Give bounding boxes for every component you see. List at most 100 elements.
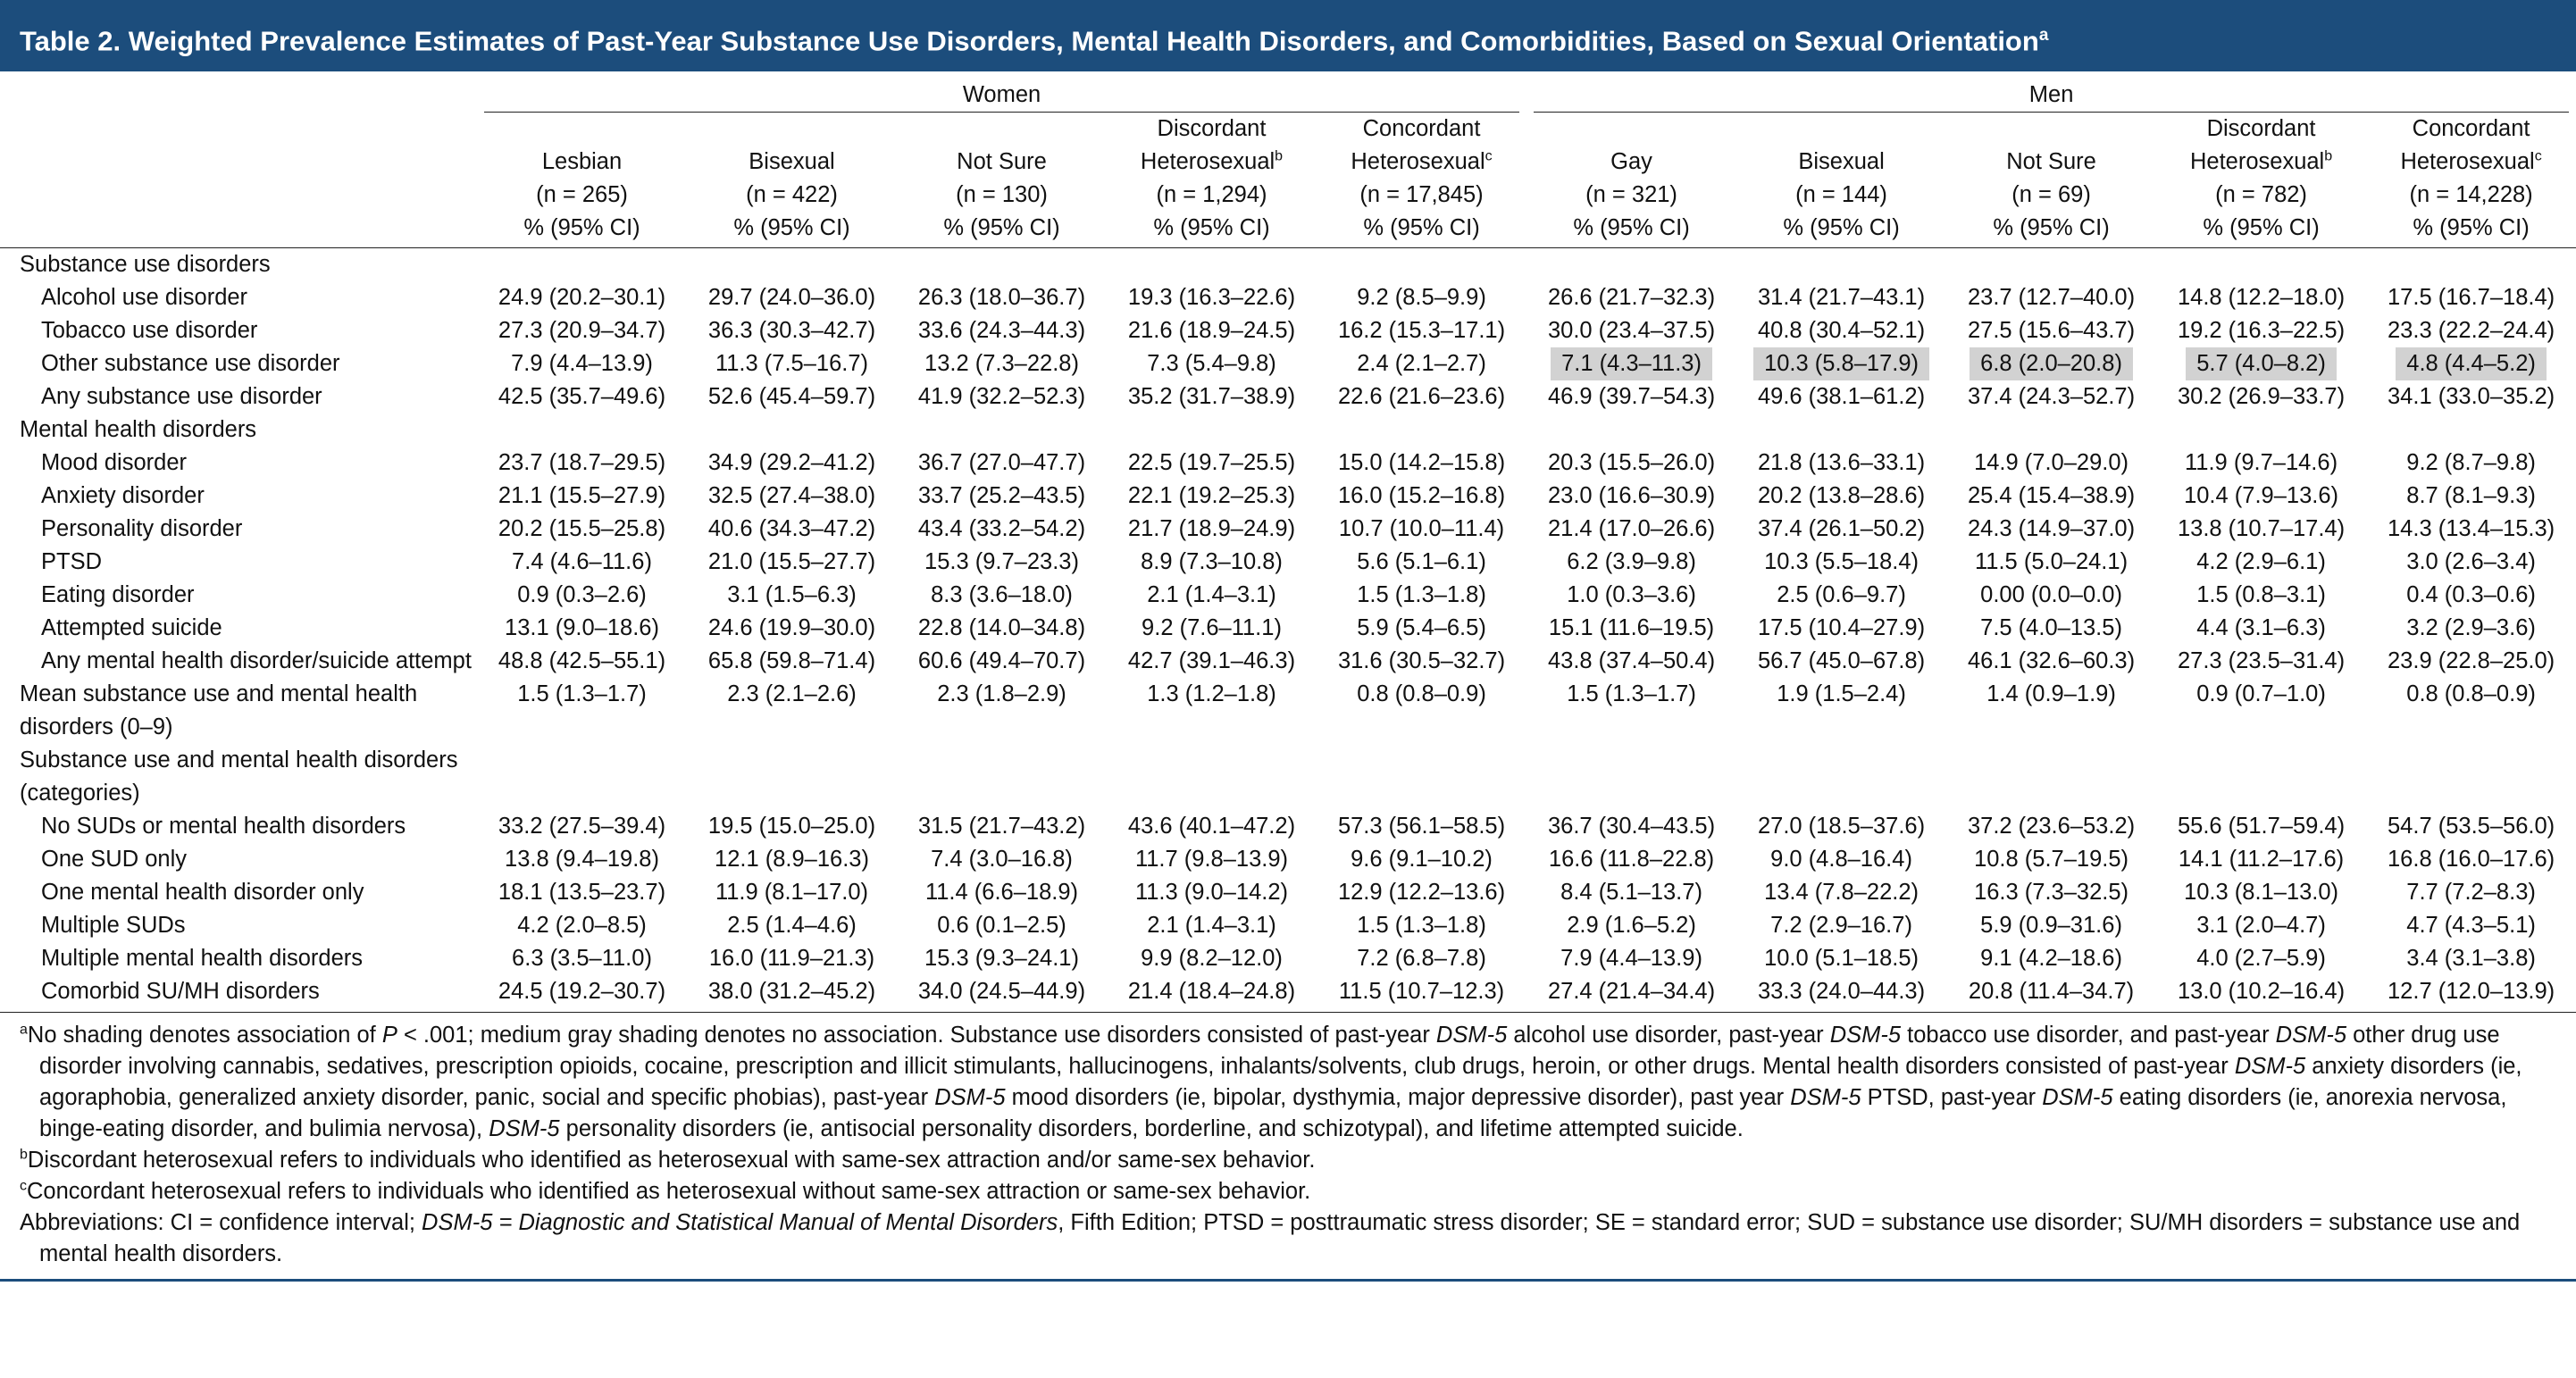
value: 25.4 (15.4–38.9) [1967,483,2136,508]
value-cell: 43.4 (33.2–54.2) [897,513,1107,546]
footnote-italic: DSM-5 [489,1116,560,1141]
value: 16.6 (11.8–22.8) [1548,847,1715,872]
empty-cell [897,413,1107,447]
value-cell: 21.0 (15.5–27.7) [687,546,897,579]
column-name-text: Not Sure [2006,149,2096,174]
value-cell: 20.2 (13.8–28.6) [1736,480,1946,513]
value-cell: 43.8 (37.4–50.4) [1526,645,1736,678]
value: 1.5 (1.3–1.8) [1357,913,1486,938]
data-row: Tobacco use disorder 27.3 (20.9–34.7) 36.3… [0,314,2576,347]
bottom-rule [0,1279,2576,1282]
value-cell: 19.2 (16.3–22.5) [2156,314,2366,347]
value: 11.4 (6.6–18.9) [924,880,1079,905]
column-stat: % (95% CI) [733,215,850,240]
value: 8.3 (3.6–18.0) [931,582,1073,607]
value-cell: 31.4 (21.7–43.1) [1736,281,1946,314]
value: 55.6 (51.7–59.4) [2177,814,2346,839]
value: 60.6 (49.4–70.7) [917,648,1086,673]
value-cell: 22.1 (19.2–25.3) [1107,480,1317,513]
value: 0.4 (0.3–0.6) [2406,582,2536,607]
value-cell: 21.8 (13.6–33.1) [1736,447,1946,480]
title-bar: Table 2. Weighted Prevalence Estimates o… [0,0,2576,71]
value-cell: 9.2 (8.5–9.9) [1317,281,1526,314]
column-header: Concordant Heterosexualc (n = 17,845) % (95… [1317,113,1527,248]
value-cell: 7.2 (6.8–7.8) [1317,942,1526,975]
value: 11.3 (7.5–16.7) [715,351,869,376]
value-cell: 12.9 (12.2–13.6) [1317,876,1526,909]
value-cell: 22.6 (21.6–23.6) [1317,380,1526,413]
value: 5.6 (5.1–6.1) [1357,549,1486,574]
value: 22.5 (19.7–25.5) [1127,450,1296,475]
column-stat: % (95% CI) [943,215,1060,240]
value-cell: 3.1 (1.5–6.3) [687,579,897,612]
data-table: Women Men Lesbian (n = 265)% (95% CI) Bisexu… [0,79,2576,1013]
value: 20.8 (11.4–34.7) [1968,979,2135,1004]
value: 48.8 (42.5–55.1) [498,648,666,673]
value: 3.0 (2.6–3.4) [2406,549,2536,574]
value: 36.7 (27.0–47.7) [917,450,1086,475]
value-cell: 15.3 (9.3–24.1) [897,942,1107,975]
data-row: Mood disorder 23.7 (18.7–29.5) 34.9 (29.2–… [0,447,2576,480]
column-name-text: Heterosexual [2189,149,2325,174]
footnote-text: other drug use disorder involving cannab… [39,1023,2500,1079]
column-n: (n = 130) [956,182,1048,207]
value: 7.9 (4.4–13.9) [511,351,653,376]
value-cell: 1.0 (0.3–3.6) [1526,579,1736,612]
row-label: Tobacco use disorder [41,318,258,343]
value-cell: 8.3 (3.6–18.0) [897,579,1107,612]
value: 3.1 (1.5–6.3) [727,582,857,607]
value-cell: 10.3 (8.1–13.0) [2156,876,2366,909]
value-cell: 7.9 (4.4–13.9) [477,347,687,380]
column-stat: % (95% CI) [1573,215,1690,240]
value-cell: 2.5 (0.6–9.7) [1736,579,1946,612]
value: 6.8 (2.0–20.8) [1970,347,2133,380]
value: 40.8 (30.4–52.1) [1757,318,1926,343]
value-cell: 0.9 (0.3–2.6) [477,579,687,612]
footnote-text: personality disorders (ie, antisocial pe… [559,1116,1744,1141]
value-cell: 23.3 (22.2–24.4) [2366,314,2576,347]
column-name: Not Sure [1946,146,2156,179]
value-cell: 18.1 (13.5–23.7) [477,876,687,909]
row-label: Any mental health disorder/suicide attem… [41,648,472,673]
value: 11.5 (5.0–24.1) [1975,549,2129,574]
row-label: One SUD only [41,847,187,872]
value-cell: 23.7 (18.7–29.5) [477,447,687,480]
column-stat: % (95% CI) [523,215,640,240]
value: 9.9 (8.2–12.0) [1141,946,1283,971]
value-cell: 33.3 (24.0–44.3) [1736,975,1947,1013]
value-cell: 19.5 (15.0–25.0) [687,810,897,843]
value: 14.9 (7.0–29.0) [1974,450,2129,475]
value-cell: 2.5 (1.4–4.6) [687,909,897,942]
value: 9.2 (8.5–9.9) [1357,285,1486,310]
value-cell: 15.0 (14.2–15.8) [1317,447,1526,480]
column-stat: % (95% CI) [1783,215,1900,240]
value-cell: 26.6 (21.7–32.3) [1526,281,1736,314]
column-header: Bisexual (n = 144) % (95% CI) [1736,113,1947,248]
value-cell: 14.8 (12.2–18.0) [2156,281,2366,314]
value: 36.7 (30.4–43.5) [1547,814,1716,839]
group-cell: Women [477,79,1526,113]
column-header: Lesbian (n = 265) % (95% CI) [477,113,687,248]
data-row: One SUD only 13.8 (9.4–19.8) 12.1 (8.9–16.… [0,843,2576,876]
value-cell: 20.8 (11.4–34.7) [1946,975,2157,1013]
footnote-text: , Fifth Edition; PTSD = posttraumatic st… [39,1210,2521,1266]
value: 23.7 (12.7–40.0) [1967,285,2136,310]
value: 32.5 (27.4–38.0) [707,483,876,508]
row-label: Alcohol use disorder [41,285,248,310]
value-cell: 7.7 (7.2–8.3) [2366,876,2576,909]
column-name-text: Gay [1610,149,1652,174]
empty-cell [897,744,1107,810]
value: 21.7 (18.9–24.9) [1127,516,1296,541]
value: 16.8 (16.0–17.6) [2388,847,2555,872]
value: 11.7 (9.8–13.9) [1134,847,1289,872]
data-row: One mental health disorder only 18.1 (13.… [0,876,2576,909]
value-cell: 21.4 (17.0–26.6) [1526,513,1736,546]
column-name: Concordant [2366,113,2576,146]
value-cell: 27.4 (21.4–34.4) [1526,975,1737,1013]
value-cell: 13.8 (10.7–17.4) [2156,513,2366,546]
empty-cell [2366,744,2576,810]
value-cell: 0.6 (0.1–2.5) [897,909,1107,942]
value-cell: 54.7 (53.5–56.0) [2366,810,2576,843]
value: 20.2 (15.5–25.8) [498,516,666,541]
value-cell: 16.0 (11.9–21.3) [687,942,897,975]
